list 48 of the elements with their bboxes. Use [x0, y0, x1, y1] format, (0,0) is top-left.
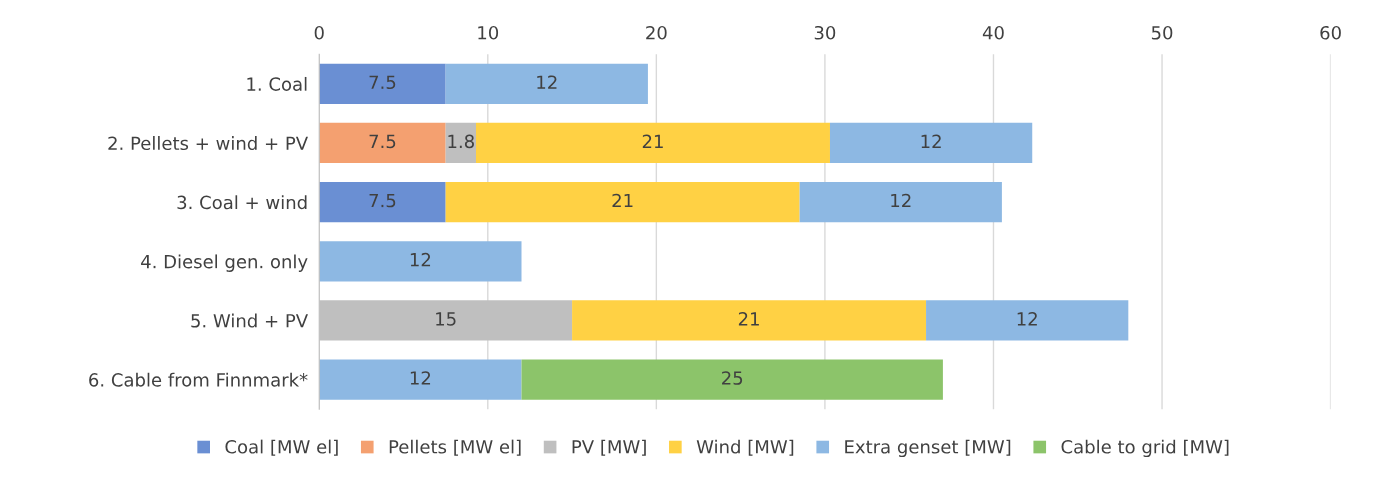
bar [572, 300, 927, 341]
data-label: 7.5 [369, 75, 396, 90]
x-tick-label: 0 [314, 25, 324, 40]
y-tick-label: 3. Coal + wind [177, 195, 307, 210]
bar [799, 182, 1002, 223]
legend-label: Pellets [MW el] [389, 439, 521, 456]
bar [319, 241, 522, 282]
x-tick-label: 30 [814, 25, 836, 40]
data-label: 12 [410, 371, 431, 385]
data-label: 25 [722, 371, 743, 385]
y-tick-label: 5. Wind + PV [191, 313, 308, 328]
data-label: 1.8 [448, 134, 474, 149]
legend-label: Extra genset [MW] [845, 439, 1011, 458]
y-tick-label: 6. Cable from Finnmark* [89, 372, 308, 387]
data-label: 15 [436, 312, 456, 326]
legend-label: PV [MW] [572, 439, 646, 456]
bar [319, 182, 446, 223]
data-label: 21 [738, 312, 759, 326]
bar [521, 359, 943, 400]
x-tick-label: 60 [1320, 25, 1341, 40]
data-label: 21 [612, 193, 633, 208]
x-tick-label: 20 [646, 25, 667, 40]
x-tick-label: 50 [1151, 25, 1173, 40]
data-label: 12 [891, 193, 911, 208]
bar [829, 122, 1033, 164]
bar [445, 63, 648, 104]
data-label: 12 [1017, 312, 1037, 326]
data-label: 7.5 [369, 134, 396, 149]
bar [319, 359, 522, 400]
data-label: 12 [537, 75, 557, 89]
data-label: 12 [410, 252, 431, 267]
bar [926, 300, 1129, 341]
bar [445, 122, 476, 164]
x-tick-label: 10 [478, 25, 499, 40]
legend-label: Coal [MW el] [225, 439, 338, 456]
data-label: 21 [642, 134, 663, 148]
y-tick-label: 1. Coal [247, 76, 307, 91]
x-tick-label: 40 [982, 25, 1004, 40]
bar [445, 182, 800, 223]
bar [475, 122, 830, 164]
data-label: 7.5 [369, 193, 396, 208]
y-tick-label: 4. Diesel gen. only [141, 254, 308, 272]
legend-label: Wind [MW] [696, 439, 794, 456]
legend-label: Cable to grid [MW] [1061, 439, 1229, 458]
bar [319, 122, 446, 164]
y-tick-label: 2. Pellets + wind + PV [108, 136, 308, 151]
data-label: 12 [921, 134, 941, 148]
bar [319, 63, 446, 104]
